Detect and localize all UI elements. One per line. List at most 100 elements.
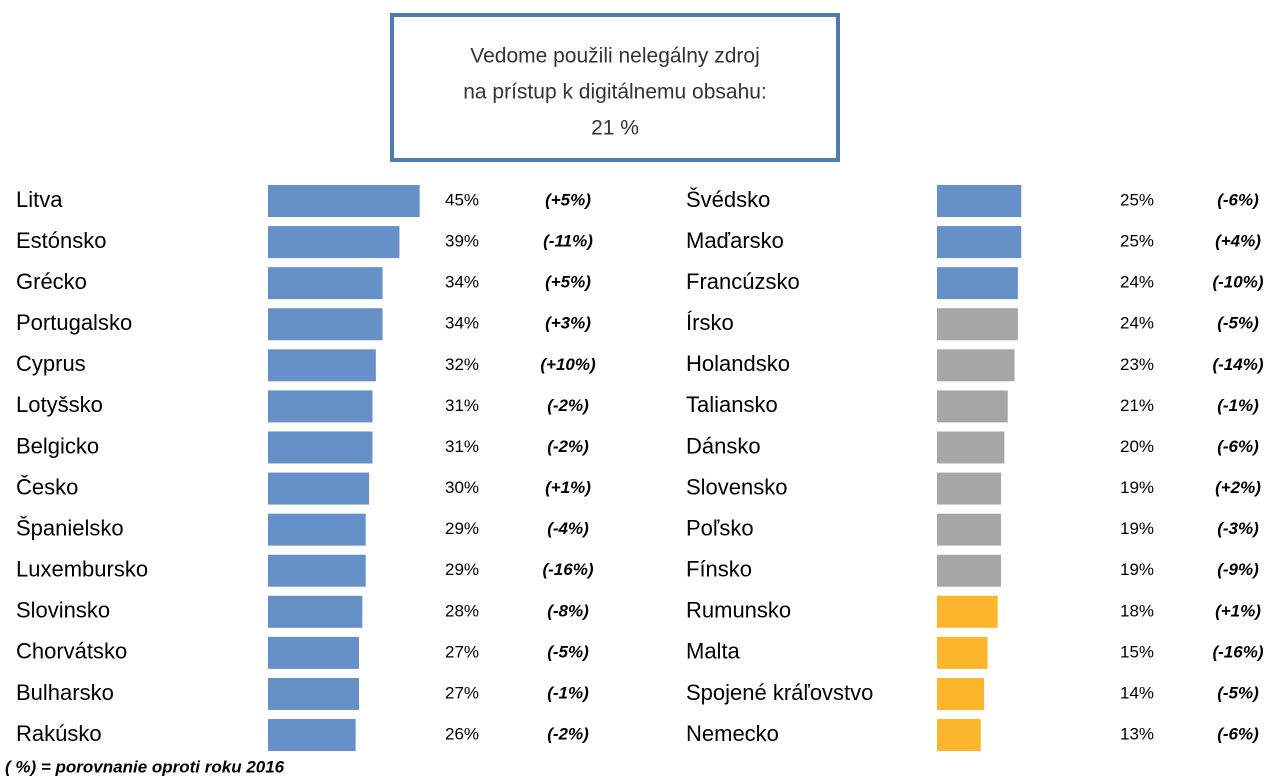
category-label: Česko: [16, 474, 78, 499]
change-label: (-5%): [1217, 683, 1259, 702]
value-label: 29%: [445, 519, 479, 538]
category-label: Malta: [686, 639, 741, 664]
bar: [937, 226, 1022, 259]
change-label: (+2%): [1215, 478, 1261, 497]
bar: [937, 349, 1015, 382]
value-label: 18%: [1120, 601, 1154, 620]
category-label: Chorvátsko: [16, 639, 127, 664]
change-label: (+3%): [545, 314, 591, 333]
bar: [268, 226, 400, 259]
value-label: 19%: [1120, 560, 1154, 579]
change-label: (-8%): [547, 601, 589, 620]
value-label: 32%: [445, 355, 479, 374]
bar: [937, 554, 1002, 587]
change-label: (-6%): [1217, 190, 1259, 209]
value-label: 24%: [1120, 314, 1154, 333]
bar: [937, 431, 1005, 464]
bar: [268, 719, 356, 752]
bar: [937, 472, 1002, 505]
category-label: Holandsko: [686, 351, 790, 376]
value-label: 13%: [1120, 725, 1154, 744]
category-label: Poľsko: [686, 515, 754, 540]
value-label: 31%: [445, 437, 479, 456]
category-label: Lotyšsko: [16, 392, 103, 417]
category-label: Belgicko: [16, 433, 99, 458]
bar: [268, 636, 359, 669]
box-line: Vedome použili nelegálny zdroj: [470, 45, 760, 68]
value-label: 23%: [1120, 355, 1154, 374]
bar: [268, 185, 420, 217]
change-label: (-2%): [547, 437, 589, 456]
change-label: (-10%): [1212, 273, 1263, 292]
category-label: Taliansko: [686, 392, 778, 417]
value-label: 19%: [1120, 478, 1154, 497]
bar: [937, 390, 1008, 423]
value-label: 39%: [445, 232, 479, 251]
value-label: 28%: [445, 601, 479, 620]
change-label: (+5%): [545, 190, 591, 209]
value-label: 15%: [1120, 642, 1154, 661]
change-label: (-11%): [543, 232, 593, 251]
footnote: ( %) = porovnanie oproti roku 2016: [5, 757, 285, 776]
value-label: 14%: [1120, 683, 1154, 702]
bar: [268, 308, 383, 341]
category-label: Litva: [16, 187, 63, 212]
category-label: Spojené kráľovstvo: [686, 680, 873, 705]
change-label: (-5%): [1217, 314, 1259, 333]
bar: [937, 513, 1002, 546]
category-label: Slovensko: [686, 474, 788, 499]
value-label: 45%: [445, 190, 479, 209]
box-line: 21 %: [591, 117, 639, 140]
category-label: Cyprus: [16, 351, 86, 376]
category-label: Rumunsko: [686, 598, 791, 623]
category-label: Írsko: [686, 310, 734, 335]
value-label: 25%: [1120, 190, 1154, 209]
category-label: Maďarsko: [686, 228, 784, 253]
change-label: (-3%): [1217, 519, 1259, 538]
category-label: Portugalsko: [16, 310, 132, 335]
change-label: (+1%): [545, 478, 591, 497]
category-label: Dánsko: [686, 433, 761, 458]
bar: [268, 472, 370, 505]
change-label: (-4%): [547, 519, 589, 538]
bar: [937, 636, 988, 669]
value-label: 29%: [445, 560, 479, 579]
bar: [268, 554, 366, 587]
bar: [937, 267, 1018, 300]
change-label: (-16%): [1212, 642, 1263, 661]
category-label: Nemecko: [686, 721, 779, 746]
bar: [937, 595, 998, 628]
value-label: 21%: [1120, 396, 1154, 415]
value-label: 27%: [445, 683, 479, 702]
change-label: (-5%): [547, 642, 589, 661]
bar: [937, 185, 1022, 217]
summary-box: [390, 13, 840, 162]
box-line: na prístup k digitálnemu obsahu:: [463, 81, 767, 104]
bar: [268, 595, 363, 628]
change-label: (-1%): [547, 683, 589, 702]
bar: [268, 677, 359, 710]
change-label: (-6%): [1217, 437, 1259, 456]
bar: [937, 719, 981, 752]
value-label: 27%: [445, 642, 479, 661]
change-label: (+4%): [1215, 232, 1261, 251]
bar: [268, 390, 373, 423]
change-label: (-16%): [542, 560, 593, 579]
change-label: (-2%): [547, 396, 589, 415]
bar: [268, 267, 383, 300]
change-label: (-6%): [1217, 725, 1259, 744]
change-label: (+5%): [545, 273, 591, 292]
bar: [268, 349, 376, 382]
category-label: Luxembursko: [16, 557, 148, 582]
value-label: 34%: [445, 273, 479, 292]
category-label: Rakúsko: [16, 721, 102, 746]
bar: [268, 431, 373, 464]
category-label: Grécko: [16, 269, 87, 294]
bar: [937, 677, 985, 710]
category-label: Estónsko: [16, 228, 107, 253]
category-label: Fínsko: [686, 557, 752, 582]
change-label: (-1%): [1217, 396, 1259, 415]
value-label: 31%: [445, 396, 479, 415]
bar: [937, 308, 1018, 341]
